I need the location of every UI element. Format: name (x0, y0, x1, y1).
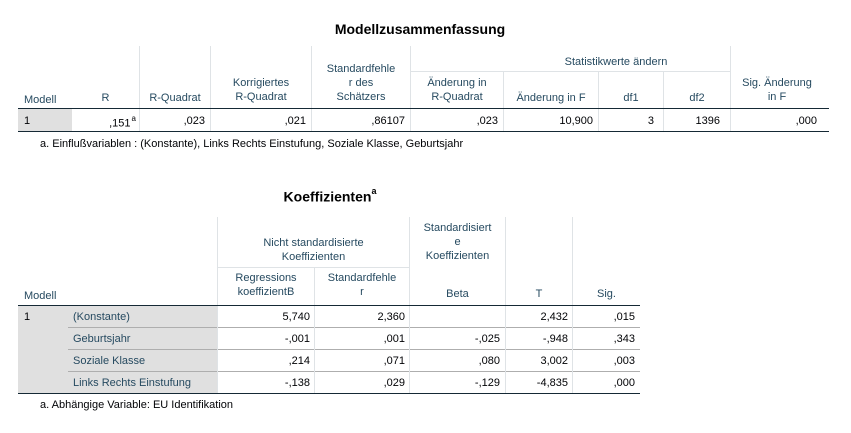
model-summary-footnote: a. Einflußvariablen : (Konstante), Links… (40, 138, 464, 150)
coef-t-cell: -4,835 (536, 377, 568, 389)
model-summary-df2: 1396 (695, 115, 720, 127)
coef-beta-cell: -,025 (474, 333, 500, 345)
coef-se-cell: 2,360 (377, 311, 405, 323)
model-summary-standardfehler: ,86107 (371, 115, 405, 127)
coef-col-header-regressionskoeffizient: Regressions koeffizientB (235, 272, 297, 298)
model-summary-df1: 3 (647, 115, 654, 127)
coef-col-header-std-koeffizienten: Standardisiert e Koeffizienten (423, 222, 492, 262)
coef-col-header-beta: Beta (446, 288, 469, 300)
col-header-df1: df1 (623, 92, 639, 104)
coef-col-header-t: T (535, 288, 543, 300)
model-summary-aenderung-f: 10,900 (559, 115, 593, 127)
coef-col-group-header-nicht-std: Nicht standardisierte Koeffizienten (263, 237, 364, 263)
coef-b-cell: -,138 (284, 377, 310, 389)
col-header-modell: Modell (24, 94, 57, 106)
model-summary-row-modell: 1 (24, 115, 31, 127)
coef-sig-cell: ,003 (613, 355, 635, 367)
coef-row-label: Geburtsjahr (73, 333, 131, 345)
coef-b-cell: -,001 (284, 333, 310, 345)
coef-sig-cell: ,343 (613, 333, 635, 345)
col-header-standardfehler: Standardfehle r des Schätzers (326, 63, 396, 103)
coef-b-cell: 5,740 (282, 311, 310, 323)
coef-row-modell: 1 (24, 311, 31, 323)
col-header-korr-r-quadrat: Korrigiertes R-Quadrat (232, 77, 290, 103)
coefficients-title: Koeffizientena (283, 186, 377, 205)
col-header-df2: df2 (689, 92, 705, 104)
col-group-header-statistikwerte: Statistikwerte ändern (564, 56, 668, 68)
col-header-aenderung-f: Änderung in F (516, 92, 586, 104)
model-summary-title: Modellzusammenfassung (334, 21, 506, 37)
model-summary-aenderung-r-quadrat: ,023 (476, 115, 498, 127)
model-summary-r: ,151a (109, 114, 136, 130)
coef-sig-cell: ,000 (613, 377, 635, 389)
coef-col-header-standardfehler: Standardfehle r (327, 272, 397, 298)
col-header-sig-aenderung-f: Sig. Änderung in F (742, 77, 812, 103)
coef-beta-cell: -,129 (474, 377, 500, 389)
model-summary-r-quadrat: ,023 (183, 115, 205, 127)
coef-row-label: Soziale Klasse (73, 355, 146, 367)
coef-t-cell: 3,002 (540, 355, 568, 367)
coef-row-label: (Konstante) (73, 311, 130, 323)
coef-sig-cell: ,015 (613, 311, 635, 323)
coef-t-cell: -,948 (542, 333, 568, 345)
coef-se-cell: ,071 (383, 355, 405, 367)
model-summary-korr-r-quadrat: ,021 (284, 115, 306, 127)
coef-t-cell: 2,432 (540, 311, 568, 323)
coef-se-cell: ,029 (383, 377, 405, 389)
col-header-r: R (101, 92, 110, 104)
coef-b-cell: ,214 (288, 355, 310, 367)
coef-beta-cell: ,080 (478, 355, 500, 367)
coef-col-header-modell: Modell (24, 290, 57, 302)
col-header-aenderung-r-quadrat: Änderung in R-Quadrat (427, 77, 487, 103)
coef-se-cell: ,001 (383, 333, 405, 345)
coef-row-label: Links Rechts Einstufung (73, 377, 192, 389)
coefficients-footnote: a. Abhängige Variable: EU Identifikation (40, 399, 234, 411)
col-header-r-quadrat: R-Quadrat (149, 92, 201, 104)
coef-col-header-sig: Sig. (597, 288, 616, 300)
model-summary-sig: ,000 (795, 115, 817, 127)
